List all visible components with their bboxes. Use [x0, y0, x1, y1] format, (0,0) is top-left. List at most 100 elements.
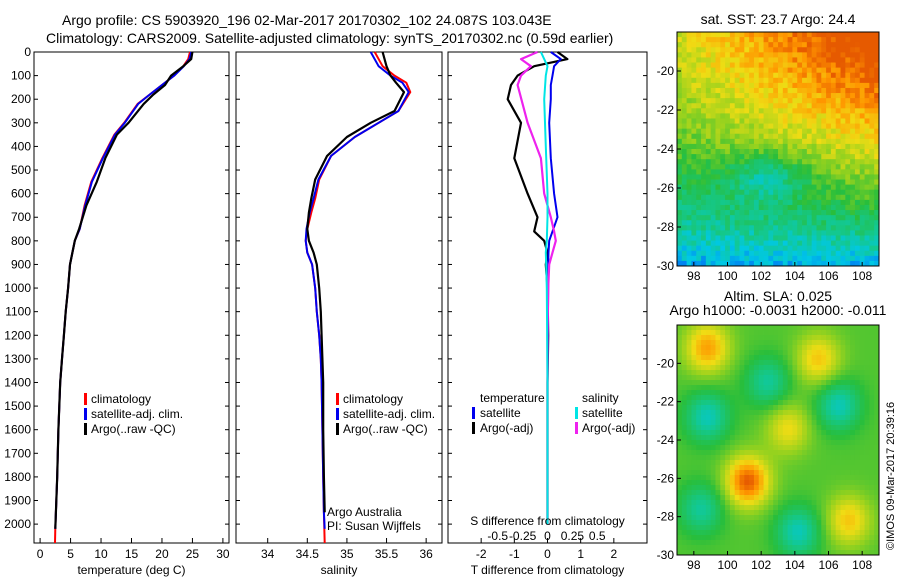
heatmap-cell	[782, 210, 789, 216]
heatmap-cell	[778, 42, 784, 48]
heatmap-cell	[826, 108, 832, 114]
heatmap-cell	[744, 450, 750, 456]
heatmap-cell	[778, 225, 784, 231]
heatmap-cell	[782, 199, 789, 206]
heatmap-cell	[681, 260, 688, 267]
heatmap-cell	[830, 450, 837, 456]
heatmap-cell	[816, 515, 822, 521]
heatmap-cell	[859, 118, 865, 124]
heatmap-cell	[701, 395, 707, 401]
heatmap-cell	[720, 455, 726, 461]
heatmap-cell	[859, 480, 865, 486]
heatmap-cell	[701, 405, 707, 411]
heatmap-cell	[859, 164, 865, 170]
heatmap-cell	[802, 540, 808, 546]
heatmap-cell	[845, 169, 851, 175]
heatmap-cell	[835, 225, 841, 231]
heatmap-cell	[744, 460, 750, 466]
heatmap-cell	[802, 230, 808, 236]
heatmap-cell	[840, 47, 846, 53]
heatmap-cell	[821, 330, 827, 336]
heatmap-cell	[792, 520, 798, 526]
heatmap-cell	[749, 455, 755, 461]
heatmap-cell	[768, 510, 774, 516]
heatmap-cell	[840, 174, 846, 180]
heatmap-cell	[749, 335, 755, 341]
heatmap-cell	[845, 505, 851, 511]
heatmap-cell	[734, 470, 740, 476]
heatmap-cell	[869, 67, 875, 74]
heatmap-cell	[835, 143, 841, 150]
heatmap-cell	[681, 350, 688, 356]
heatmap-cell	[821, 32, 827, 38]
heatmap-cell	[710, 240, 716, 247]
x-axis-label: T difference from climatology	[471, 563, 625, 577]
heatmap-cell	[773, 42, 779, 48]
heatmap-cell	[826, 335, 832, 341]
heatmap-cell	[835, 93, 841, 99]
heatmap-cell	[854, 340, 861, 346]
heatmap-cell	[816, 87, 822, 94]
heatmap-cell	[758, 149, 764, 155]
heatmap-cell	[725, 174, 731, 180]
heatmap-cell	[744, 245, 750, 252]
heatmap-cell	[763, 480, 769, 486]
heatmap-cell	[874, 143, 880, 150]
heatmap-cell	[701, 440, 707, 446]
heatmap-cell	[835, 67, 841, 74]
heatmap-cell	[749, 143, 755, 150]
heatmap-cell	[758, 400, 764, 406]
heatmap-cell	[725, 128, 731, 135]
heatmap-cell	[874, 123, 880, 130]
heatmap-cell	[869, 32, 875, 38]
heatmap-cell	[845, 355, 851, 361]
heatmap-cell	[768, 240, 774, 247]
heatmap-cell	[778, 440, 784, 446]
heatmap-cell	[734, 330, 740, 336]
heatmap-cell	[686, 220, 692, 226]
heatmap-cell	[753, 345, 760, 351]
heatmap-cell	[850, 77, 856, 84]
heatmap-cell	[768, 118, 774, 124]
heatmap-cell	[734, 375, 740, 381]
heatmap-cell	[850, 430, 856, 436]
heatmap-cell	[773, 103, 779, 109]
heatmap-cell	[787, 380, 793, 386]
heatmap-cell	[802, 430, 808, 436]
heatmap-cell	[782, 164, 789, 170]
heatmap-cell	[859, 159, 865, 165]
heatmap-cell	[681, 475, 688, 481]
heatmap-cell	[792, 32, 798, 38]
heatmap-cell	[826, 174, 832, 180]
heatmap-cell	[859, 154, 865, 160]
heatmap-cell	[739, 118, 745, 124]
heatmap-cell	[850, 164, 856, 170]
heatmap-cell	[869, 330, 875, 336]
heatmap-cell	[816, 535, 822, 541]
heatmap-cell	[840, 420, 846, 426]
heatmap-cell	[691, 470, 697, 476]
heatmap-cell	[859, 495, 865, 501]
heatmap-cell	[768, 87, 774, 94]
heatmap-cell	[811, 375, 817, 381]
heatmap-cell	[859, 143, 865, 150]
heatmap-cell	[686, 118, 692, 124]
heatmap-cell	[821, 118, 827, 124]
heatmap-cell	[840, 143, 846, 150]
heatmap-cell	[859, 455, 865, 461]
heatmap-cell	[835, 82, 841, 89]
heatmap-cell	[802, 179, 808, 186]
heatmap-cell	[835, 350, 841, 356]
heatmap-cell	[792, 440, 798, 446]
heatmap-cell	[850, 250, 856, 257]
heatmap-cell	[681, 515, 688, 521]
heatmap-cell	[850, 215, 856, 221]
heatmap-cell	[821, 108, 827, 114]
heatmap-cell	[802, 118, 808, 124]
heatmap-cell	[787, 485, 793, 491]
heatmap-cell	[763, 500, 769, 506]
heatmap-cell	[787, 510, 793, 516]
heatmap-cell	[830, 230, 837, 236]
heatmap-cell	[749, 340, 755, 346]
heatmap-cell	[835, 108, 841, 114]
